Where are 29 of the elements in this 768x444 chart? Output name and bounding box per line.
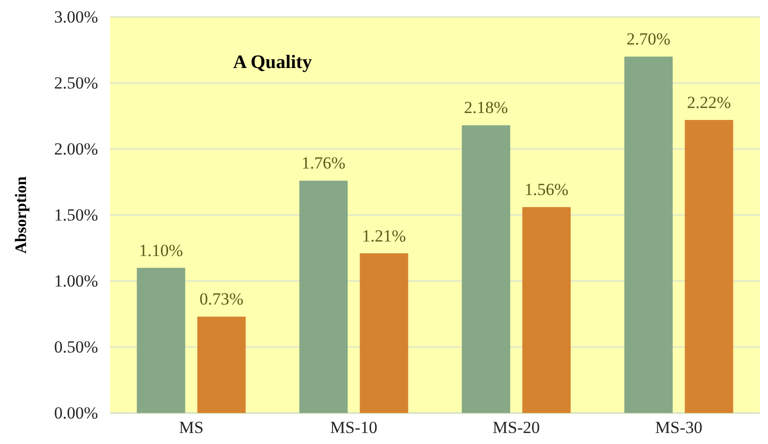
y-tick-label: 2.50% (54, 73, 98, 92)
bar (299, 180, 348, 413)
bar (136, 268, 186, 413)
bar (684, 120, 734, 413)
data-label: 2.18% (464, 98, 508, 118)
data-label: 1.76% (302, 154, 346, 173)
x-tick-label: MS-30 (655, 418, 702, 438)
data-label: 1.10% (139, 240, 183, 260)
data-label: 0.73% (200, 290, 244, 309)
y-axis-title: Absorption (13, 176, 30, 254)
bar (197, 316, 246, 413)
data-label: 2.22% (687, 92, 731, 112)
data-label: 2.70% (626, 30, 670, 49)
text: A Quality (233, 52, 312, 73)
x-tick-label: MS (178, 418, 204, 438)
bar (624, 56, 673, 413)
y-tick-label: 1.00% (54, 271, 98, 290)
data-label: 1.21% (362, 226, 406, 246)
y-tick-label: 3.00% (54, 7, 98, 26)
bar (360, 253, 408, 413)
y-tick-label: 1.50% (54, 205, 98, 224)
y-tick-label: 0.50% (54, 337, 98, 356)
x-tick-label: MS-20 (492, 418, 540, 438)
data-label: 1.56% (524, 180, 568, 200)
x-tick-label: MS-10 (330, 418, 378, 438)
y-tick-label: 2.00% (54, 139, 98, 158)
bar (462, 125, 510, 413)
y-tick-label: 0.00% (54, 403, 98, 422)
bar (522, 207, 571, 413)
